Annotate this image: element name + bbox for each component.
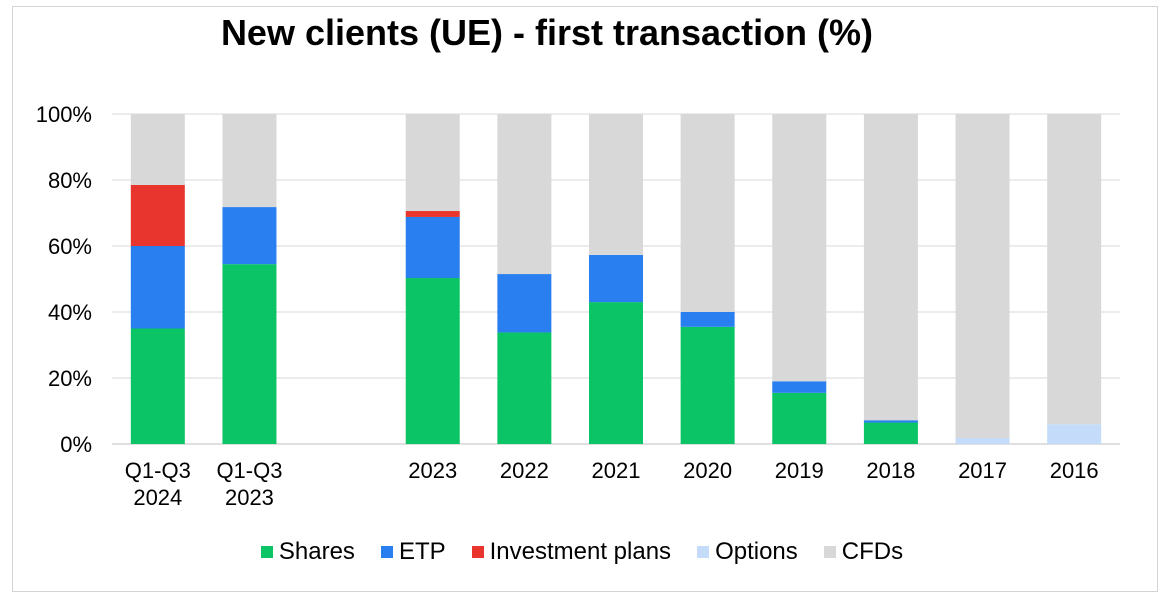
x-tick-label: 2018 (866, 458, 915, 483)
y-axis-ticks: 0% 20% 40% 60% 80% 100% (36, 102, 92, 457)
legend-item: ETP (380, 538, 446, 566)
bar-segment-etp (130, 246, 185, 329)
x-tick-label: 2022 (500, 458, 549, 483)
bar-segment-shares (222, 264, 277, 444)
y-tick-label: 40% (48, 300, 92, 325)
legend-label: Options (715, 538, 798, 565)
chart-title: New clients (UE) - first transaction (%) (220, 12, 874, 53)
legend-item: Shares (260, 538, 355, 566)
bar-segment-cfds (680, 114, 735, 312)
bar-segment-options (1047, 424, 1102, 444)
legend: Shares ETP Investment plans Options CFDs (0, 538, 1164, 566)
x-tick-label: 2017 (958, 458, 1007, 483)
x-tick-label: Q1-Q3 2023 (216, 458, 282, 510)
legend-label: Shares (278, 538, 355, 565)
x-tick-label: 2020 (683, 458, 732, 483)
bar-segment-etp (589, 254, 643, 303)
x-tick-label: 2016 (1050, 458, 1099, 483)
bar-segment-cfds (497, 114, 552, 275)
y-tick-label: 80% (48, 168, 92, 193)
bar-segment-shares (405, 278, 460, 444)
legend-swatch (260, 546, 273, 558)
bar-segment-cfds (955, 114, 1010, 439)
bar-segment-etp (772, 381, 827, 393)
bar-segment-shares (130, 328, 185, 444)
legend-swatch (380, 546, 393, 558)
bar-segment-investment-plans (405, 211, 460, 217)
bar-segment-cfds (1047, 114, 1102, 425)
x-tick-label: 2023 (408, 458, 457, 483)
bar-segment-etp (863, 420, 918, 423)
bar-segment-cfds (405, 114, 460, 212)
bar-segment-cfds (222, 114, 277, 208)
x-tick-label: 2019 (775, 458, 824, 483)
legend-item: CFDs (823, 538, 904, 566)
bar-segment-etp (405, 216, 460, 279)
bar-segment-cfds (772, 114, 827, 382)
bar-segment-cfds (130, 114, 185, 185)
x-tick-label: Q1-Q3 2024 (125, 458, 191, 510)
bars (130, 114, 1102, 444)
bar-segment-shares (772, 392, 827, 444)
legend-swatch (697, 546, 710, 558)
legend-swatch (471, 546, 484, 558)
bar-segment-investment-plans (130, 184, 185, 246)
legend-label: CFDs (841, 538, 904, 565)
y-tick-label: 20% (48, 366, 92, 391)
bar-segment-shares (863, 422, 918, 444)
x-axis-ticks: Q1-Q3 2024 Q1-Q3 2023 2023 2022 2021 2020 2019 20… (125, 458, 1099, 510)
bar-segment-cfds (863, 114, 918, 421)
bar-segment-shares (680, 326, 735, 444)
bar-segment-shares (589, 302, 643, 444)
bar-segment-options (955, 438, 1010, 444)
legend-item: Investment plans (471, 538, 672, 566)
bar-segment-etp (680, 312, 735, 327)
x-tick-label: 2021 (592, 458, 641, 483)
bar-segment-cfds (589, 114, 643, 255)
y-tick-label: 60% (48, 234, 92, 259)
legend-label: Investment plans (489, 538, 672, 565)
y-tick-label: 100% (36, 102, 92, 127)
legend-swatch (823, 546, 836, 558)
legend-item: Options (697, 538, 798, 566)
legend-label: ETP (398, 538, 446, 565)
bar-segment-etp (497, 274, 552, 333)
bar-segment-shares (497, 332, 552, 444)
bar-segment-etp (222, 207, 277, 265)
y-tick-label: 0% (60, 432, 92, 457)
